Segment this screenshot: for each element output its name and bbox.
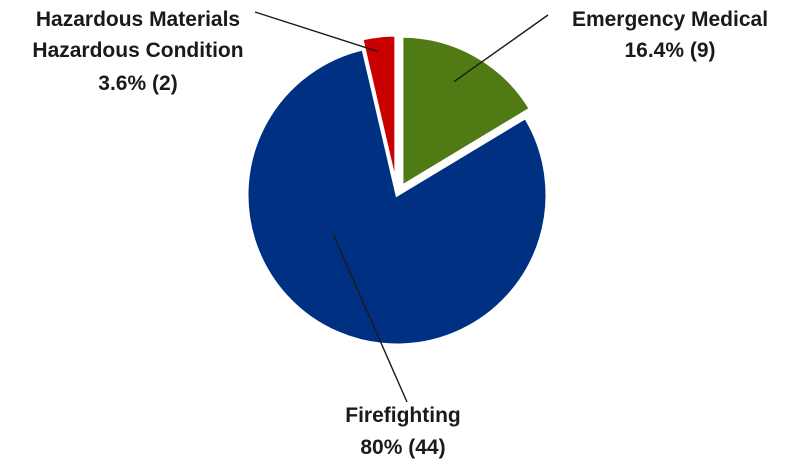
label-firefighting-value: 80% (44) xyxy=(360,436,445,459)
label-hazardous-line1: Hazardous Materials xyxy=(36,8,240,31)
slice-emergency-medical xyxy=(400,34,533,189)
leader-line-emergency xyxy=(453,14,549,83)
leader-line-firefighting xyxy=(333,235,408,403)
leader-lines xyxy=(254,11,549,403)
label-hazardous-value: 3.6% (2) xyxy=(98,72,177,95)
label-emergency-medical-value: 16.4% (9) xyxy=(624,39,715,62)
slice-hazardous-materials-hazardous-condition xyxy=(360,33,398,186)
label-hazardous-line2: Hazardous Condition xyxy=(32,39,243,62)
label-emergency-medical-name: Emergency Medical xyxy=(572,8,768,31)
pie-slices xyxy=(245,33,549,347)
leader-line-hazardous xyxy=(254,11,378,52)
slice-firefighting xyxy=(245,47,549,347)
label-firefighting-name: Firefighting xyxy=(345,404,460,427)
